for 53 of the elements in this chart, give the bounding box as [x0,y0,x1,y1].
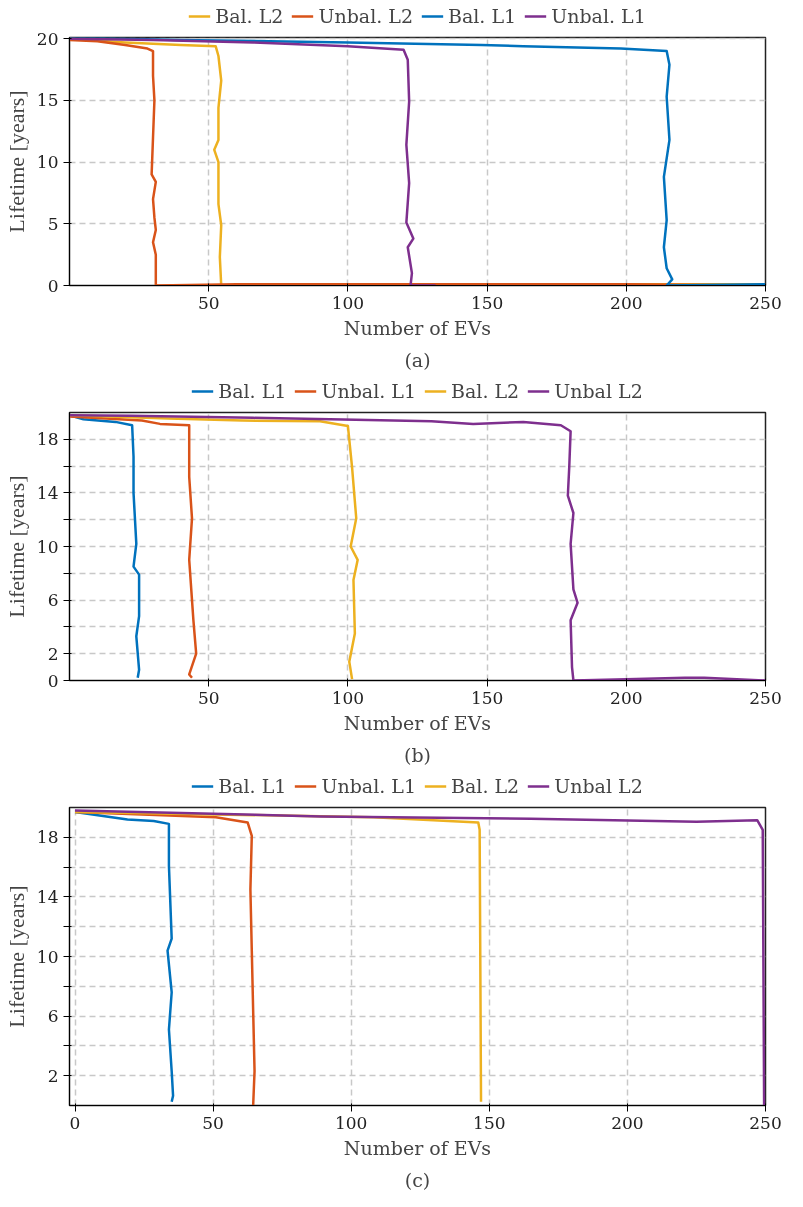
legend-label: Unbal. L1 [321,775,417,797]
x-tick-label: 200 [611,1112,644,1133]
y-tick-label: 5 [47,213,59,234]
y-tick-label: 6 [47,1006,59,1027]
x-tick-label: 250 [749,292,782,313]
y-axis-title: Lifetime [years] [3,885,29,1028]
y-tick-label: 6 [47,590,59,611]
x-axis-title: Number of EVs [343,316,492,339]
x-tick-label: 200 [610,687,643,708]
y-tick-label: 0 [47,670,59,691]
y-tick-label: 10 [36,152,59,173]
x-tick-label: 250 [749,687,782,708]
y-tick-label: 15 [36,90,59,111]
legend-label: Bal. L1 [448,5,517,27]
y-tick-label: 2 [47,1065,59,1086]
x-tick-label: 200 [610,292,643,313]
legend-label: Bal. L2 [451,380,520,402]
x-tick-label: 100 [334,1112,368,1133]
y-tick-label: 18 [36,827,59,848]
x-axis-title: Number of EVs [343,1136,492,1159]
text: (c) [404,1168,431,1191]
y-axis-title: Lifetime [years] [3,475,29,618]
legend-label: Bal. L2 [215,5,284,27]
x-tick-label: 150 [470,687,504,708]
legend-label: Bal. L1 [218,380,287,402]
y-tick-label: 18 [36,429,59,450]
y-tick-label: 2 [47,643,59,664]
y-tick-label: 10 [36,536,59,557]
legend-label: Unbal. L1 [321,380,417,402]
y-tick-label: 0 [47,275,59,296]
y-axis-title: Lifetime [years] [3,90,29,233]
x-tick-label: 150 [470,292,504,313]
x-tick-label: 50 [197,687,220,708]
y-tick-label: 14 [36,886,59,907]
x-tick-label: 150 [473,1112,506,1133]
legend-label: Unbal. L2 [318,5,413,27]
legend-label: Bal. L2 [451,775,520,797]
y-tick-label: 10 [36,946,59,967]
x-tick-label: 100 [331,292,365,313]
x-tick-label: 50 [197,292,220,313]
legend-label: Bal. L1 [218,775,287,797]
x-tick-label: 0 [69,1112,81,1133]
legend-label: Unbal L2 [554,380,643,402]
x-tick-label: 100 [331,687,365,708]
x-tick-label: 250 [749,1112,782,1133]
text: (a) [404,348,431,371]
x-axis-title: Number of EVs [343,711,492,734]
y-tick-label: 20 [36,28,59,49]
legend-label: Unbal L2 [554,775,643,797]
text: (b) [404,743,432,766]
legend-label: Unbal. L1 [551,5,646,27]
x-tick-label: 50 [202,1112,224,1133]
y-tick-label: 14 [36,482,59,503]
